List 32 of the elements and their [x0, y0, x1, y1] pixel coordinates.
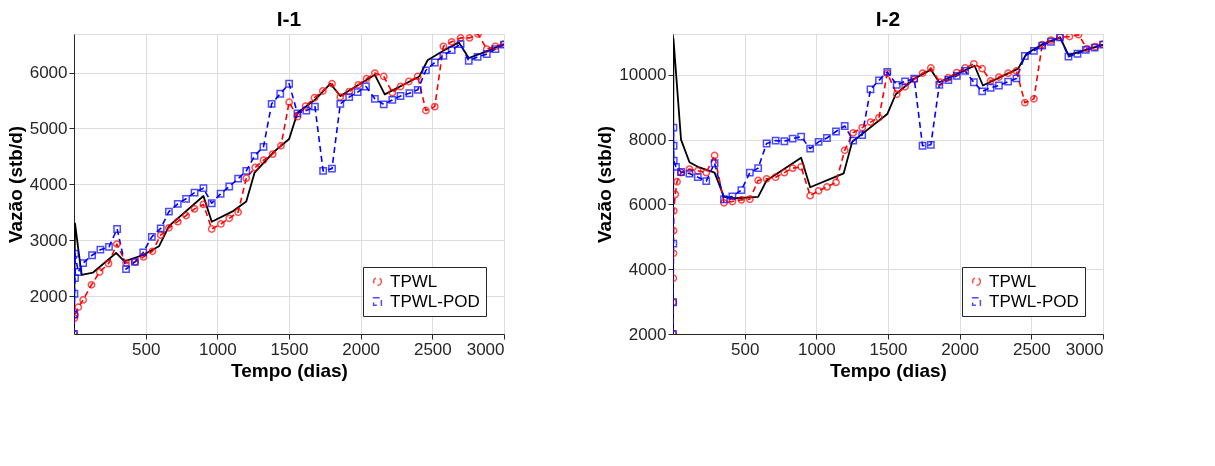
y-tick-label: 6000: [29, 63, 68, 83]
y-tick-label: 10000: [619, 65, 667, 85]
y-tick-label: 8000: [628, 130, 667, 150]
chart-title: I-2: [875, 7, 901, 30]
x-tick-label: 2000: [342, 339, 381, 359]
x-tick-label: 500: [730, 339, 760, 359]
y-tick-label: 2000: [628, 324, 667, 344]
chart-title: I-1: [276, 7, 302, 30]
y-tick-label: 5000: [29, 118, 68, 138]
x-axis-title: Tempo (dias): [830, 359, 947, 381]
x-tick-label: 1000: [797, 339, 836, 359]
legend-label: TPWL-POD: [390, 291, 480, 311]
x-tick-label: 500: [131, 339, 161, 359]
y-tick-label: 4000: [628, 259, 667, 279]
y-tick-label: 4000: [29, 174, 68, 194]
x-tick-label: 3000: [466, 339, 505, 359]
legend-label: TPWL: [989, 271, 1037, 291]
y-axis-title: Vazão (stb/d): [594, 125, 616, 244]
x-tick-label: 2000: [941, 339, 980, 359]
x-tick-label: 1500: [270, 339, 309, 359]
legend-label: TPWL: [390, 271, 438, 291]
x-axis-title: Tempo (dias): [231, 359, 348, 381]
y-tick-label: 3000: [29, 230, 68, 250]
legend-label: TPWL-POD: [989, 291, 1079, 311]
y-tick-label: 2000: [29, 286, 68, 306]
x-tick-label: 3000: [1065, 339, 1104, 359]
x-tick-label: 2500: [413, 339, 452, 359]
y-tick-label: 6000: [628, 194, 667, 214]
x-tick-label: 2500: [1012, 339, 1051, 359]
y-axis-title: Vazão (stb/d): [4, 125, 26, 244]
x-tick-label: 1500: [869, 339, 908, 359]
x-tick-label: 1000: [198, 339, 237, 359]
